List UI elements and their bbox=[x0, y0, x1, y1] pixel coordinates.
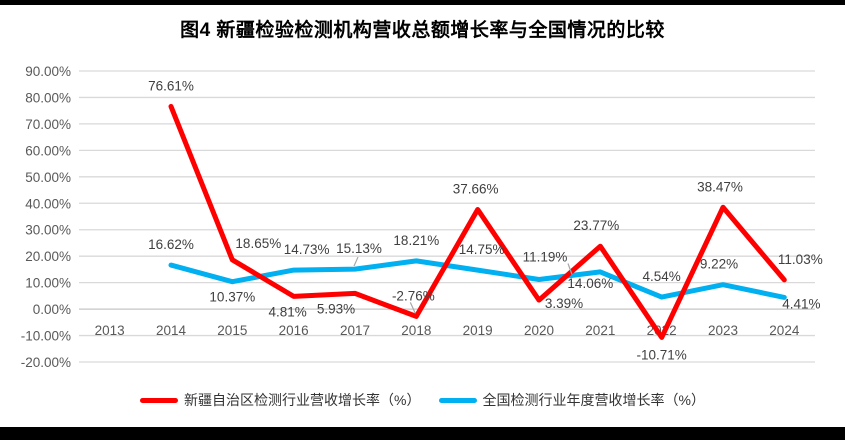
red-line-swatch bbox=[140, 397, 179, 403]
data-label: 14.73% bbox=[284, 242, 330, 257]
data-label: 14.06% bbox=[567, 276, 613, 291]
y-axis-tick-label: -20.00% bbox=[21, 355, 71, 370]
y-axis-tick-label: 20.00% bbox=[25, 249, 71, 264]
y-axis-tick-label: -10.00% bbox=[21, 329, 71, 344]
data-label: -10.71% bbox=[637, 347, 687, 362]
label-leader-line bbox=[353, 256, 359, 267]
y-axis-tick-label: 10.00% bbox=[25, 276, 71, 291]
x-axis-label: 2020 bbox=[524, 323, 554, 338]
data-label: 4.54% bbox=[643, 269, 681, 284]
y-axis-tick-label: 30.00% bbox=[25, 223, 71, 238]
legend-label-national: 全国检测行业年度营收增长率（%） bbox=[482, 392, 705, 408]
label-leader-line bbox=[567, 263, 573, 275]
legend-item-national: 全国检测行业年度营收增长率（%） bbox=[438, 390, 705, 410]
x-axis-label: 2023 bbox=[708, 323, 738, 338]
blue-line-swatch bbox=[438, 397, 477, 403]
label-leader-line bbox=[409, 302, 416, 314]
data-label: 76.61% bbox=[148, 78, 194, 93]
data-label: 15.13% bbox=[336, 241, 382, 256]
y-axis-tick-label: 50.00% bbox=[25, 170, 71, 185]
data-label: 11.19% bbox=[523, 249, 568, 264]
x-axis-label: 2016 bbox=[279, 323, 309, 338]
x-axis-label: 2015 bbox=[217, 323, 247, 338]
data-label: 4.41% bbox=[782, 296, 820, 311]
data-label: 11.03% bbox=[778, 252, 823, 267]
x-axis-label: 2013 bbox=[95, 323, 125, 338]
data-label: 3.39% bbox=[545, 296, 583, 311]
data-label: 5.93% bbox=[317, 301, 355, 316]
bottom-border bbox=[0, 427, 845, 440]
chart-title: 图4 新疆检验检测机构营收总额增长率与全国情况的比较 bbox=[180, 20, 665, 41]
y-axis-tick-label: 60.00% bbox=[25, 143, 71, 158]
y-axis-tick-label: 70.00% bbox=[25, 117, 71, 132]
data-label: -2.76% bbox=[392, 288, 435, 303]
data-label: 16.62% bbox=[148, 237, 194, 252]
x-axis-label: 2019 bbox=[463, 323, 493, 338]
data-label: 14.75% bbox=[459, 242, 505, 257]
x-axis-label: 2018 bbox=[401, 323, 431, 338]
x-axis-label: 2021 bbox=[585, 323, 615, 338]
data-label: 4.81% bbox=[269, 304, 307, 319]
y-axis-tick-label: 80.00% bbox=[25, 90, 71, 105]
data-label: 9.22% bbox=[700, 257, 738, 272]
data-label: 37.66% bbox=[453, 181, 499, 196]
legend: 新疆自治区检测行业营收增长率（%） 全国检测行业年度营收增长率（%） bbox=[0, 390, 845, 410]
legend-label-xinjiang: 新疆自治区检测行业营收增长率（%） bbox=[184, 392, 421, 408]
data-label: 10.37% bbox=[209, 290, 255, 305]
data-label: 18.65% bbox=[235, 236, 281, 251]
legend-item-xinjiang: 新疆自治区检测行业营收增长率（%） bbox=[140, 390, 421, 410]
x-axis-label: 2017 bbox=[340, 323, 370, 338]
x-axis-label: 2024 bbox=[769, 323, 800, 338]
y-axis-tick-label: 40.00% bbox=[25, 196, 71, 211]
top-border bbox=[0, 0, 845, 5]
data-label: 38.47% bbox=[697, 179, 743, 194]
data-label: 18.21% bbox=[393, 233, 439, 248]
y-axis-tick-label: 90.00% bbox=[25, 64, 71, 79]
series-line-xinjiang-red bbox=[168, 103, 787, 340]
y-axis-tick-label: 0.00% bbox=[33, 302, 71, 317]
data-label: 23.77% bbox=[573, 218, 619, 233]
x-axis-label: 2014 bbox=[156, 323, 187, 338]
